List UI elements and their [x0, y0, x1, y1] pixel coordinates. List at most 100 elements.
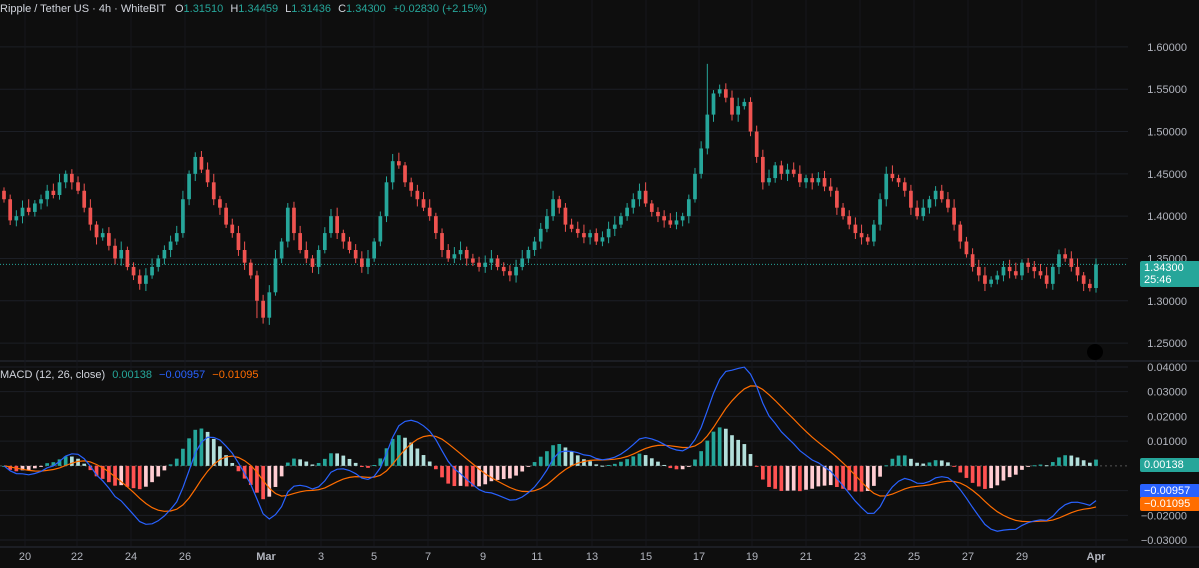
candle-body	[915, 207, 919, 217]
macd-hist-bar	[1007, 465, 1012, 478]
macd-hist-bar	[1044, 465, 1049, 467]
macd-hist-bar	[452, 465, 457, 487]
axes: 1.600001.550001.500001.450001.400001.350…	[19, 42, 1187, 563]
macd-hist-bar	[952, 465, 956, 467]
change-value: +0.02830 (+2.15%)	[392, 3, 488, 15]
grid	[0, 0, 1199, 548]
candle-body	[939, 190, 944, 200]
macd-hist-bar	[674, 465, 679, 470]
candle-body	[440, 233, 444, 250]
macd-hist-bar	[403, 437, 407, 466]
macd-hist-bar	[526, 465, 531, 467]
open-value: 1.31510	[183, 3, 224, 15]
macd-hist-bar	[1063, 455, 1068, 466]
candle-body	[569, 224, 574, 229]
time-tick-label: 3	[318, 551, 324, 563]
candle-body	[32, 203, 37, 212]
candle-body	[816, 178, 821, 183]
macd-hist-bar	[736, 439, 741, 466]
macd-hist-bar	[329, 453, 333, 466]
macd-hist-bar	[415, 448, 420, 466]
candle-body	[2, 190, 6, 200]
macd-hist-bar	[1032, 465, 1037, 467]
candle-body	[686, 199, 691, 217]
macd-hist-bar	[113, 465, 117, 486]
last-price-tag: 1.34300 25:46	[1140, 261, 1199, 287]
macd-hist-bar	[902, 455, 907, 466]
open-label: O	[174, 3, 184, 15]
candle-body	[230, 224, 235, 234]
macd-hist-bar	[310, 464, 315, 466]
macd-hist-bar	[341, 455, 346, 466]
macd-hist-bar	[631, 456, 636, 466]
candle-body	[674, 220, 679, 225]
macd-hist-bar	[816, 465, 821, 487]
time-tick-label: 15	[640, 551, 652, 563]
macd-hist-bar	[26, 465, 31, 471]
close-value: 1.34300	[346, 3, 386, 15]
macd-hist-bar	[372, 464, 377, 466]
macd-hist-bar	[723, 428, 728, 466]
candle-body	[767, 178, 771, 183]
macd-title[interactable]: MACD (12, 26, close)	[0, 369, 106, 381]
macd-hist-bar	[970, 465, 975, 483]
macd-hist-bar	[224, 455, 228, 466]
macd-hist-bar	[335, 453, 340, 466]
macd-hist-bar	[261, 465, 265, 500]
time-tick-label: 25	[908, 551, 920, 563]
macd-hist-bar	[662, 464, 666, 466]
macd-hist-bar	[896, 455, 901, 466]
candle-body	[199, 156, 204, 170]
price-candles	[2, 63, 1098, 325]
candle-body	[347, 241, 352, 250]
macd-hist-bar	[656, 461, 660, 466]
macd-hist-bar	[168, 464, 173, 466]
candle-body	[520, 258, 525, 267]
macd-hist-bar	[501, 465, 506, 480]
macd-hist-bar	[495, 465, 500, 480]
candle-body	[582, 233, 586, 238]
candle-body	[427, 207, 432, 217]
candle-body	[835, 190, 839, 208]
macd-hist-bar	[458, 465, 463, 486]
candle-body	[174, 233, 179, 242]
macd-hist-bar	[859, 465, 864, 492]
macd-line-tag: −0.00957	[1140, 484, 1199, 498]
time-tick-label: 20	[19, 551, 31, 563]
candle-body	[298, 233, 302, 250]
macd-hist-bar	[82, 463, 87, 466]
macd-hist-bar	[828, 465, 833, 486]
candle-body	[107, 233, 111, 246]
macd-hist-bar	[63, 456, 68, 466]
candle-body	[409, 182, 414, 191]
macd-hist-bar	[785, 465, 790, 491]
candle-body	[273, 258, 278, 293]
price-tick-label: 1.50000	[1147, 127, 1187, 139]
macd-hist-bar	[267, 465, 272, 497]
candle-body	[322, 233, 327, 250]
macd-hist-bar	[872, 465, 876, 486]
macd-hist-bar	[384, 448, 389, 466]
macd-legend: MACD (12, 26, close) 0.00138 −0.00957 −0…	[0, 369, 258, 381]
candle-body	[631, 199, 636, 208]
candle-body	[415, 190, 420, 200]
mouse-cursor-icon	[1087, 344, 1103, 360]
candle-body	[248, 262, 253, 276]
candle-body	[372, 241, 377, 259]
low-label: L	[285, 3, 292, 15]
candle-body	[841, 207, 845, 217]
macd-hist-bar	[767, 465, 771, 487]
macd-hist-bar	[353, 462, 358, 466]
symbol-title[interactable]: Ripple / Tether US · 4h · WhiteBIT	[0, 3, 166, 15]
macd-hist-bar	[760, 465, 765, 480]
macd-hist-bar	[742, 444, 747, 466]
candle-body	[483, 262, 488, 267]
macd-hist-bar	[316, 463, 321, 466]
candle-body	[464, 250, 469, 259]
candle-body	[810, 178, 815, 183]
macd-hist-bar	[853, 465, 858, 492]
candle-body	[341, 233, 346, 242]
candle-body	[798, 173, 802, 183]
candle-body	[921, 207, 926, 217]
